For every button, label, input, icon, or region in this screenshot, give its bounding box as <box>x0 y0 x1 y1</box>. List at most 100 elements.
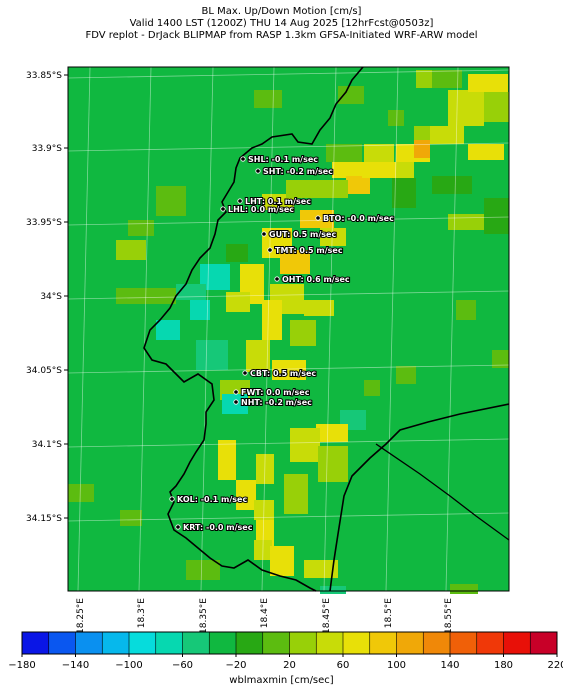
field-cell <box>338 86 364 104</box>
colorbar-segment <box>476 632 504 654</box>
lat-tick-label: 34.05°S <box>26 366 62 376</box>
lon-grid-line <box>323 66 337 592</box>
colorbar-tick-label: 140 <box>440 660 459 671</box>
station-cbt: CBT: 0.5 m/sec <box>242 368 317 379</box>
field-cell <box>388 110 404 126</box>
field-cell <box>456 300 476 320</box>
station-fwt: FWT: 0.0 m/sec <box>233 387 311 398</box>
station-shl: SHL: -0.1 m/sec <box>240 154 319 165</box>
field-cell <box>190 300 210 320</box>
colorbar-segment <box>423 632 451 654</box>
station-dot <box>240 156 246 162</box>
field-cell <box>318 446 348 482</box>
station-bto: BTO: -0.0 m/sec <box>315 213 395 224</box>
colorbar-segment <box>209 632 237 654</box>
colorbar-segment <box>289 632 317 654</box>
lon-grid-line <box>261 66 275 592</box>
field-cell <box>262 300 282 340</box>
lon-grid-line <box>385 66 399 592</box>
field-cell <box>414 140 430 158</box>
lat-grid-line <box>67 69 510 79</box>
field-cell <box>448 90 484 126</box>
field-cell <box>432 70 462 88</box>
colorbar-segment <box>343 632 371 654</box>
longitude-axis: 18.25°E 18.3°E 18.35°E 18.4°E 18.45°E 18.5°E 1… <box>76 598 454 634</box>
field-cell <box>68 484 94 502</box>
station-label: SHL: -0.1 m/sec <box>248 155 318 164</box>
station-label: KOL: -0.1 m/sec <box>177 495 247 504</box>
field-cell <box>364 144 394 162</box>
station-label: FWT: 0.0 m/sec <box>241 388 310 397</box>
station-lht: LHT: 0.1 m/sec <box>237 196 312 207</box>
colorbar-segment <box>155 632 183 654</box>
field-cell <box>332 162 362 178</box>
colorbar-tick-label: −100 <box>115 660 142 671</box>
colorbar-segment <box>22 632 50 654</box>
station-oht: OHT: 0.6 m/sec <box>274 274 351 285</box>
field-cell <box>468 74 508 92</box>
colorbar-tick-label: 180 <box>494 660 513 671</box>
province-border <box>375 443 510 541</box>
station-sht: SHT: -0.2 m/sec <box>255 166 334 177</box>
lat-tick-label: 33.85°S <box>26 71 62 81</box>
field-cell <box>156 320 180 340</box>
field-cell <box>304 300 334 316</box>
field-cell <box>448 214 484 230</box>
field-cell <box>320 228 346 246</box>
lat-tick-label: 33.9°S <box>32 144 63 154</box>
station-label: OHT: 0.6 m/sec <box>282 275 350 284</box>
colorbar-segment <box>396 632 424 654</box>
field-cell <box>316 424 348 442</box>
station-gut: GUT: 0.5 m/sec <box>261 229 337 240</box>
field-cell <box>484 198 509 234</box>
field-cell <box>116 240 146 260</box>
field-cell <box>320 586 346 594</box>
station-label: GUT: 0.5 m/sec <box>269 230 336 239</box>
field-cell <box>270 546 294 576</box>
field-cell <box>396 162 414 180</box>
colorbar-label: wblmaxmin [cm/sec] <box>229 675 334 686</box>
field-cell <box>128 220 154 236</box>
field-cell <box>346 176 370 194</box>
station-dot <box>169 496 175 502</box>
field-cell <box>290 320 316 346</box>
field-cell <box>392 178 416 208</box>
lon-tick-label: 18.35°E <box>199 598 209 634</box>
colorbar-segment <box>316 632 344 654</box>
colorbar-segment <box>48 632 76 654</box>
wind-field-cells <box>68 70 509 594</box>
colorbar-segment <box>503 632 531 654</box>
field-cell <box>286 180 316 198</box>
field-cell <box>254 500 274 520</box>
lat-grid-line <box>67 512 510 522</box>
field-cell <box>236 480 256 510</box>
station-dot <box>261 231 267 237</box>
station-label: LHL: 0.0 m/sec <box>228 205 294 214</box>
lon-grid-line <box>77 66 91 592</box>
colorbar-tick-label: −60 <box>172 660 193 671</box>
station-dot <box>237 198 243 204</box>
field-cell <box>304 560 338 578</box>
lat-tick-label: 34.1°S <box>32 440 63 450</box>
lat-lon-grid <box>67 66 510 592</box>
field-cell <box>414 126 430 144</box>
field-cell <box>116 288 176 304</box>
field-cell <box>468 144 504 160</box>
station-dot <box>233 389 239 395</box>
station-tmt: TMT: 0.5 m/sec <box>267 245 344 256</box>
field-cell <box>226 292 250 312</box>
station-markers: SHL: -0.1 m/sec SHT: -0.2 m/sec LHT: 0.1 m… <box>169 154 395 533</box>
station-label: SHT: -0.2 m/sec <box>263 167 333 176</box>
station-lhl: LHL: 0.0 m/sec <box>220 204 295 215</box>
coastline <box>143 66 364 592</box>
lat-tick-label: 34.15°S <box>26 514 62 524</box>
station-dot <box>267 247 273 253</box>
colorbar-tick-label: 20 <box>283 660 296 671</box>
station-dot <box>233 399 239 405</box>
field-cell <box>256 454 274 484</box>
field-cell <box>362 162 396 178</box>
colorbar-segment <box>129 632 157 654</box>
field-cell <box>326 144 362 162</box>
station-label: NHT: -0.2 m/sec <box>241 398 312 407</box>
colorbar-tick-label: −20 <box>225 660 246 671</box>
